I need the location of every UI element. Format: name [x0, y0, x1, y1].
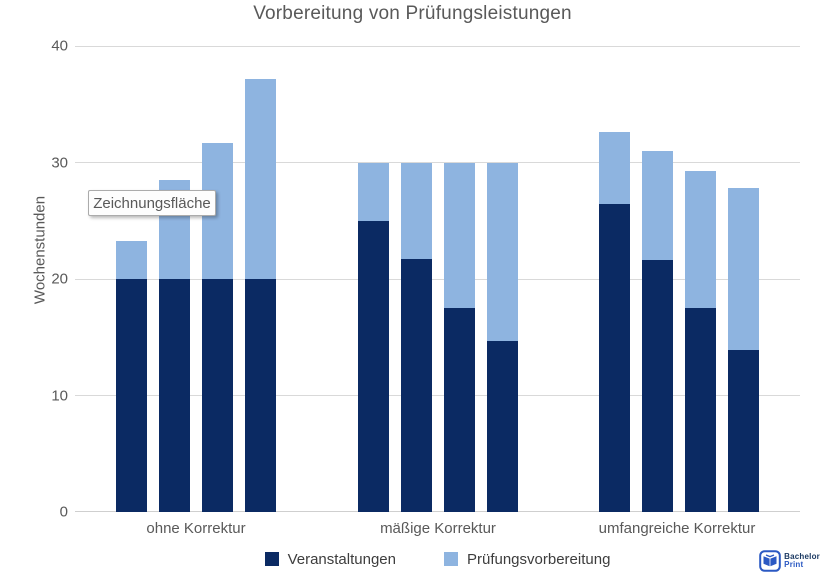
tooltip-label: Zeichnungsfläche — [93, 194, 211, 212]
y-axis-title: Wochenstunden — [31, 195, 49, 305]
bachelorprint-book-icon — [759, 550, 781, 572]
x-axis-label-massige-korrektur: mäßige Korrektur — [380, 520, 496, 537]
bar-segment-veranstaltungen[interactable] — [443, 308, 475, 512]
y-tick-label-10: 10 — [51, 387, 68, 404]
bar-segment-pruefungsvorbereitung[interactable] — [599, 132, 631, 205]
bar-segment-veranstaltungen[interactable] — [201, 279, 233, 512]
bar-segment-veranstaltungen[interactable] — [642, 260, 674, 512]
gridline-y-30 — [75, 162, 800, 163]
watermark-text-bachelor: Bachelor — [784, 551, 820, 561]
x-axis-label-umfangreiche-korrektur: umfangreiche Korrektur — [598, 520, 756, 537]
bar-segment-pruefungsvorbereitung[interactable] — [244, 78, 276, 279]
bar-segment-veranstaltungen[interactable] — [599, 204, 631, 512]
y-tick-label-30: 30 — [51, 154, 68, 171]
gridline-y-10 — [75, 395, 800, 396]
bar-segment-veranstaltungen[interactable] — [728, 350, 760, 512]
watermark-text-print: Print — [784, 560, 804, 569]
plot-area-tooltip: Zeichnungsfläche — [88, 190, 216, 216]
bar-segment-veranstaltungen[interactable] — [244, 279, 276, 512]
y-tick-label-0: 0 — [59, 503, 68, 521]
chart-title: Vorbereitung von Prüfungsleistungen — [253, 3, 572, 24]
legend-swatch-dark — [264, 552, 279, 566]
bar-segment-pruefungsvorbereitung[interactable] — [357, 162, 389, 221]
bar-segment-veranstaltungen[interactable] — [357, 220, 389, 512]
gridline-y-20 — [75, 278, 800, 280]
bar-segment-veranstaltungen[interactable] — [486, 340, 518, 512]
legend-label: Veranstaltungen — [287, 550, 396, 568]
bar-segment-veranstaltungen[interactable] — [115, 279, 147, 512]
bar-segment-pruefungsvorbereitung[interactable] — [115, 240, 147, 279]
bar-segment-pruefungsvorbereitung[interactable] — [443, 162, 475, 309]
bar-segment-pruefungsvorbereitung[interactable] — [400, 162, 432, 260]
bar-segment-pruefungsvorbereitung[interactable] — [728, 188, 760, 351]
bar-segment-pruefungsvorbereitung[interactable] — [685, 170, 717, 309]
bachelorprint-watermark: Bachelor Print — [759, 550, 820, 572]
bar-segment-pruefungsvorbereitung[interactable] — [642, 150, 674, 261]
legend-item-veranstaltungen[interactable]: Veranstaltungen — [264, 550, 396, 568]
bar-segment-pruefungsvorbereitung[interactable] — [486, 162, 518, 341]
plot-area[interactable] — [75, 45, 800, 512]
legend-item-pruefungsvorbereitung[interactable]: Prüfungsvorbereitung — [443, 550, 611, 568]
bar-segment-veranstaltungen[interactable] — [400, 259, 432, 512]
legend-label: Prüfungsvorbereitung — [466, 550, 611, 568]
y-tick-label-20: 20 — [51, 270, 68, 288]
x-axis-label-ohne-korrektur: ohne Korrektur — [146, 520, 246, 537]
chart-legend: Veranstaltungen Prüfungsvorbereitung — [75, 548, 800, 570]
bar-segment-veranstaltungen[interactable] — [158, 279, 190, 512]
legend-swatch-light — [443, 552, 458, 566]
y-tick-label-40: 40 — [51, 37, 68, 55]
bar-segment-veranstaltungen[interactable] — [685, 308, 717, 512]
gridline-y-0 — [75, 511, 800, 512]
gridline-y-40 — [75, 45, 800, 47]
